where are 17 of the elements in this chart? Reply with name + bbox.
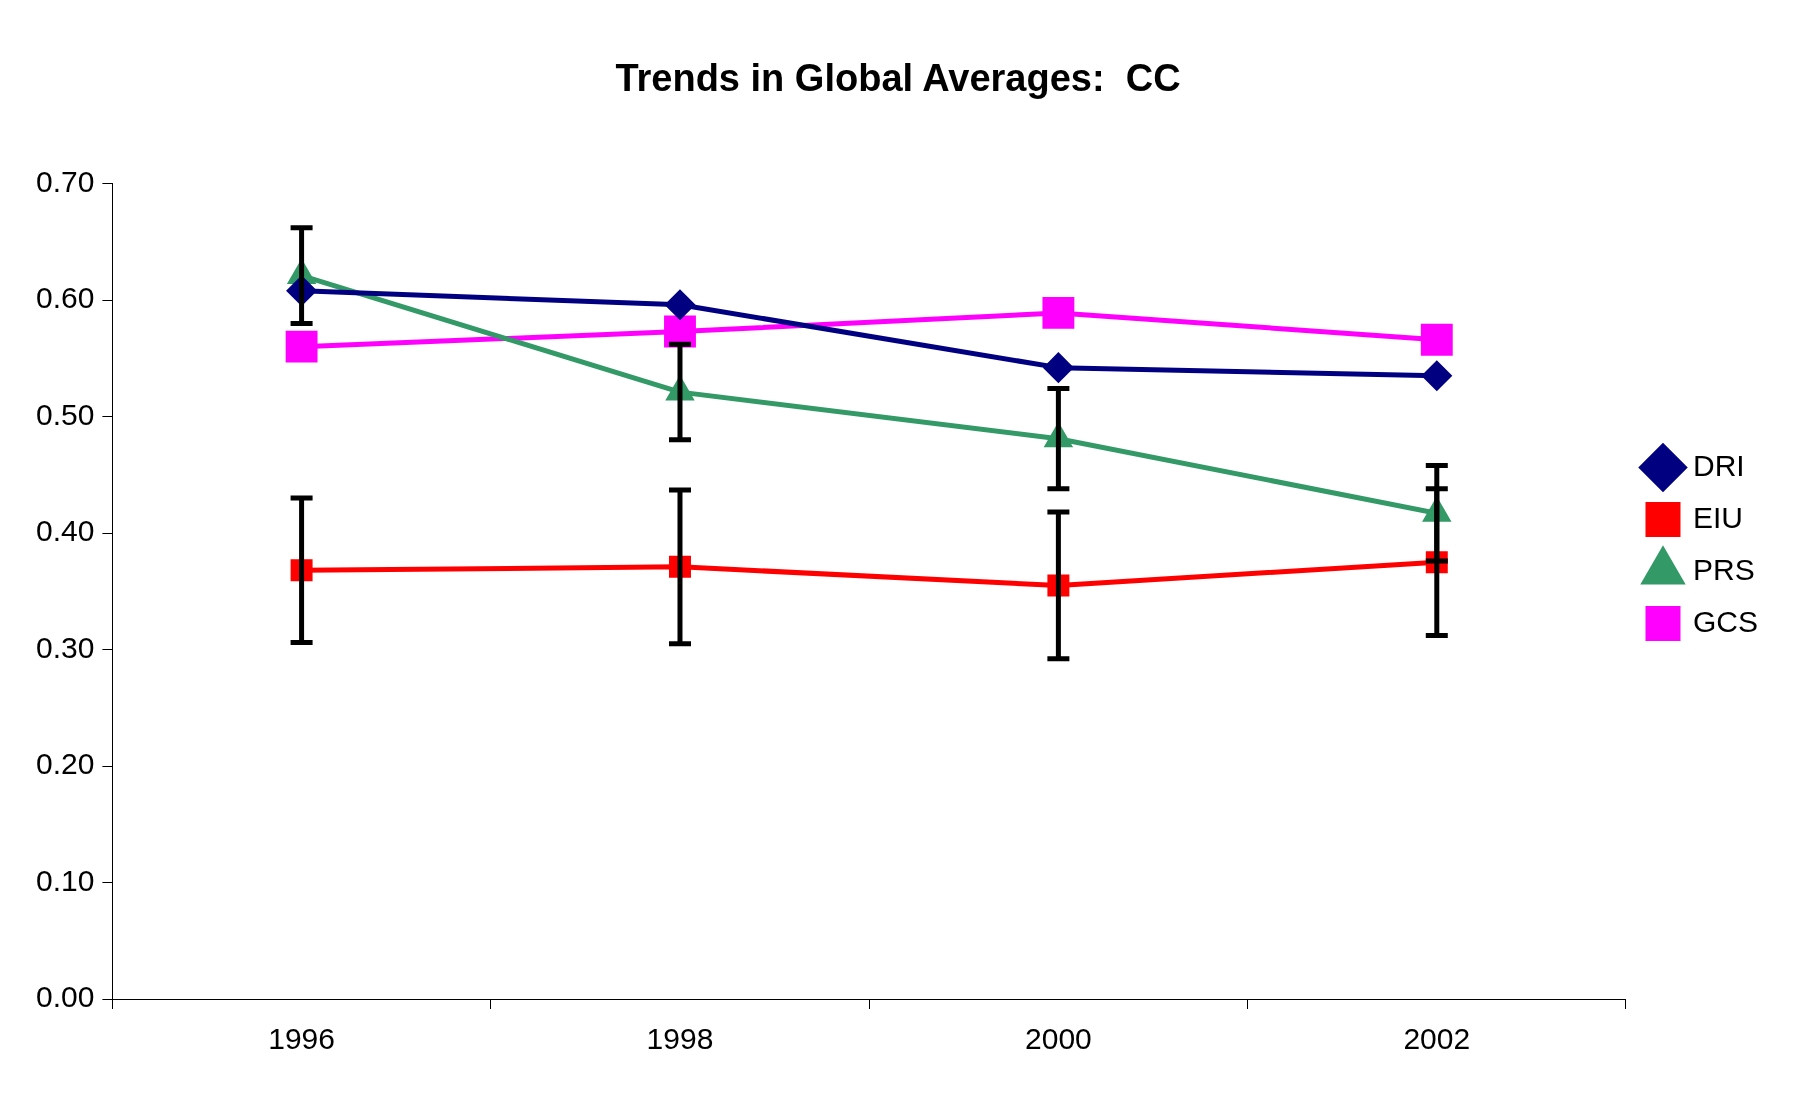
y-tick-label: 0.00 bbox=[36, 980, 95, 1014]
y-tick-label: 0.70 bbox=[36, 164, 95, 198]
x-tick-label: 2002 bbox=[1403, 1022, 1471, 1056]
x-tick-label: 1998 bbox=[646, 1022, 714, 1056]
y-tick-label: 0.20 bbox=[36, 747, 95, 781]
legend-label: PRS bbox=[1692, 552, 1755, 586]
legend-label: GCS bbox=[1692, 604, 1759, 638]
y-tick-label: 0.50 bbox=[36, 397, 95, 431]
y-tick-label: 0.60 bbox=[36, 281, 95, 315]
x-tick-label: 2000 bbox=[1025, 1022, 1092, 1056]
y-tick-label: 0.30 bbox=[36, 630, 95, 664]
legend-label: EIU bbox=[1692, 500, 1744, 534]
y-tick-label: 0.10 bbox=[36, 863, 95, 897]
y-tick-label: 0.40 bbox=[36, 514, 95, 548]
x-tick-label: 1996 bbox=[268, 1022, 335, 1056]
chart-title: Trends in Global Averages: CC bbox=[615, 57, 1181, 100]
legend-label: DRI bbox=[1692, 448, 1745, 482]
